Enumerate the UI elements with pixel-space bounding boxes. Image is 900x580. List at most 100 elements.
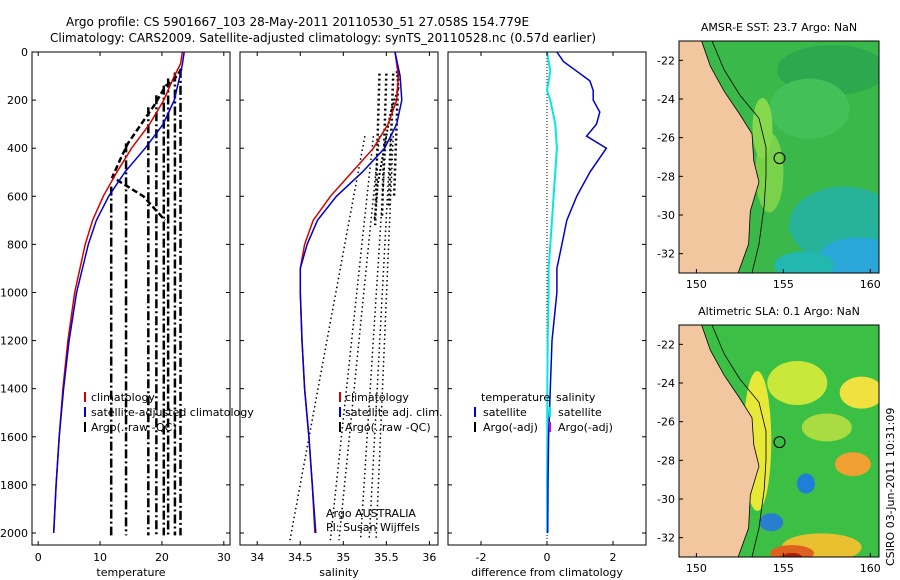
header-line1: Argo profile: CS 5901667_103 28-May-2011… — [66, 15, 529, 29]
sla-high-patch — [767, 361, 828, 405]
salinity-legend-text: climatology — [345, 391, 409, 404]
sla-frame — [678, 324, 880, 558]
sst-y-label: -24 — [657, 93, 675, 106]
salinity-x-label: 36 — [422, 551, 436, 564]
sla-x-label: 155 — [773, 562, 794, 575]
sst-frame — [678, 40, 880, 274]
salinity-argo-trace — [380, 73, 388, 216]
depth-y-label: 1000 — [0, 286, 28, 299]
salinity-x-label: 34.5 — [288, 551, 313, 564]
sst-warm-current — [752, 98, 773, 158]
sst-x-label: 160 — [860, 278, 881, 291]
chart-layer: 0 10 20 30020040060080010001200140016001800… — [0, 21, 881, 579]
sst-field — [679, 41, 879, 273]
temperature-legend-text: Argo(..raw -QC) — [91, 421, 177, 434]
sst-y-label: -32 — [657, 248, 675, 261]
salinity-argo-trace — [329, 136, 375, 541]
salinity-argo-trace — [375, 136, 394, 541]
sla-peak-patch — [770, 545, 815, 557]
sla-y-label: -24 — [657, 377, 675, 390]
sst-x-label: 150 — [686, 278, 707, 291]
difference-legend-heading: temperature — [481, 391, 550, 404]
difference-xlabel: difference from climatology — [471, 566, 623, 579]
salinity-argo-trace — [373, 73, 381, 226]
salinity-x-label: 35 — [336, 551, 350, 564]
sla-x-label: 160 — [860, 562, 881, 575]
header-line2: Climatology: CARS2009. Satellite-adjuste… — [50, 31, 596, 45]
salinity-argo-trace — [359, 136, 388, 541]
depth-y-label: 800 — [7, 238, 28, 251]
depth-y-label: 1200 — [0, 335, 28, 348]
salinity-argo-trace — [368, 136, 392, 541]
sst-land — [679, 41, 760, 273]
sla-field — [679, 325, 879, 557]
sst-shelf-contour — [711, 41, 767, 273]
sla-title: Altimetric SLA: 0.1 Argo: NaN — [698, 305, 860, 318]
sst-warm-patch — [769, 78, 850, 139]
temperature-x-label: 10 — [93, 551, 107, 564]
salinity-x-label: 34 — [250, 551, 264, 564]
temperature-x-label: 0 — [35, 551, 42, 564]
sst-x-label: 155 — [773, 278, 794, 291]
sla-y-label: -22 — [657, 338, 675, 351]
credit-text: CSIRO 03-Jun-2011 10:31:09 — [884, 408, 897, 566]
salinity-legend-text: satellite adj. clim. — [345, 406, 442, 419]
temperature-x-label: 30 — [217, 551, 231, 564]
sst-y-label: -28 — [657, 170, 675, 183]
sla-shelf-contour — [711, 325, 767, 557]
difference-x-label: 0 — [544, 551, 551, 564]
sst-y-label: -30 — [657, 209, 675, 222]
sla-y-label: -26 — [657, 416, 675, 429]
difference-x-label: -2 — [476, 551, 487, 564]
difference-legend-text: satellite — [558, 406, 602, 419]
depth-y-label: 400 — [7, 142, 28, 155]
salinity-argo-trace — [289, 136, 366, 541]
depth-y-label: 1400 — [0, 383, 28, 396]
sla-high-patch — [839, 376, 879, 409]
temperature-legend-text: climatology — [91, 391, 155, 404]
sla-y-label: -30 — [657, 493, 675, 506]
salinity-argo-trace — [338, 136, 381, 541]
sst-title: AMSR-E SST: 23.7 Argo: NaN — [701, 21, 857, 34]
temperature-x-label: 20 — [155, 551, 169, 564]
sla-x-label: 150 — [686, 562, 707, 575]
difference-legend-text: Argo(-adj) — [558, 421, 613, 434]
salinity-legend-text: Argo(..raw -QC) — [345, 421, 431, 434]
salinity-annotation: PI: Susan Wijffels — [326, 521, 420, 534]
depth-y-label: 1600 — [0, 431, 28, 444]
depth-y-label: 1800 — [0, 479, 28, 492]
difference-legend-text: satellite — [483, 406, 527, 419]
depth-y-label: 0 — [21, 46, 28, 59]
sst-argo-marker — [773, 152, 786, 165]
temperature-legend-entry: climatology — [84, 391, 155, 404]
depth-y-label: 2000 — [0, 527, 28, 540]
depth-y-label: 600 — [7, 190, 28, 203]
sla-high-patch — [834, 452, 871, 477]
difference-temperature-line — [546, 51, 608, 534]
temperature-xlabel: temperature — [96, 566, 165, 579]
temperature-panel-frame — [31, 51, 231, 546]
sla-land — [679, 325, 760, 557]
sla-peak-patch — [782, 553, 803, 557]
sla-mid-patch — [801, 413, 852, 442]
temperature-legend-entry: satellite-adjusted climatology — [84, 406, 254, 419]
temperature-argo-line — [110, 68, 183, 222]
sla-y-label: -32 — [657, 532, 675, 545]
sst-cool-patch — [774, 251, 835, 273]
salinity-annotation: Argo AUSTRALIA — [326, 507, 416, 520]
salinity-satellite-line — [299, 51, 403, 534]
salinity-argo-trace — [387, 73, 395, 206]
sla-y-label: -28 — [657, 454, 675, 467]
salinity-x-label: 35.5 — [374, 551, 399, 564]
temperature-satellite-line — [52, 51, 185, 534]
sla-low-patch — [759, 513, 784, 532]
depth-y-label: 200 — [7, 94, 28, 107]
salinity-xlabel: salinity — [319, 566, 359, 579]
sst-y-label: -26 — [657, 132, 675, 145]
sst-y-label: -22 — [657, 54, 675, 67]
difference-legend-heading: salinity — [556, 391, 596, 404]
difference-x-label: 2 — [610, 551, 617, 564]
temperature-legend-entry: Argo(..raw -QC) — [84, 421, 177, 434]
sla-argo-marker — [773, 436, 786, 449]
